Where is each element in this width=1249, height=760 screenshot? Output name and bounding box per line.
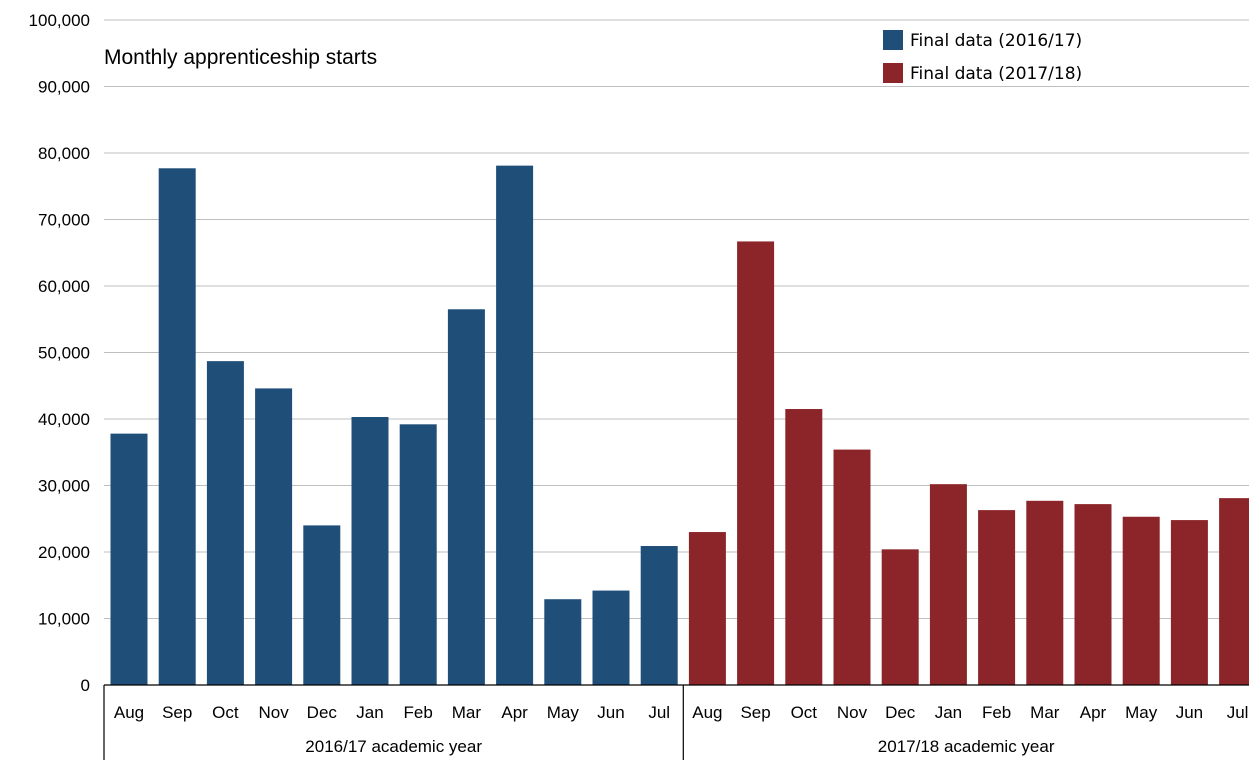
y-tick-label: 100,000	[29, 11, 90, 30]
bar	[1219, 498, 1249, 685]
x-group-label: 2016/17 academic year	[305, 737, 482, 756]
x-category-label: Feb	[404, 703, 433, 722]
legend-label: Final data (2017/18)	[910, 64, 1082, 84]
bar	[110, 433, 148, 685]
x-category-label: Feb	[982, 703, 1011, 722]
bar	[640, 546, 678, 685]
gridlines	[104, 19, 1249, 619]
x-category-label: Jan	[356, 703, 383, 722]
x-axis-groups: 2016/17 academic year 2017/18 academic ye…	[305, 737, 1055, 756]
x-category-label: Sep	[740, 703, 770, 722]
legend-label: Final data (2016/17)	[910, 31, 1082, 51]
y-tick-label: 60,000	[38, 277, 90, 296]
bar	[785, 409, 823, 685]
x-category-label: Jul	[1227, 703, 1249, 722]
x-axis-categories: Aug Sep Oct Nov Dec Jan Feb Mar Apr May Jun Jul Aug S…	[114, 703, 1249, 722]
bar	[158, 168, 196, 686]
y-tick-label: 0	[81, 676, 90, 695]
x-category-label: Oct	[791, 703, 818, 722]
x-category-label: Jan	[935, 703, 962, 722]
bar	[737, 241, 775, 685]
bar	[496, 165, 534, 685]
bar	[351, 417, 389, 685]
bar	[1074, 504, 1112, 685]
bar	[688, 532, 726, 685]
x-group-label: 2017/18 academic year	[878, 737, 1055, 756]
x-category-label: May	[1125, 703, 1158, 722]
x-category-label: Sep	[162, 703, 192, 722]
bar	[1122, 516, 1160, 685]
chart-title: Monthly apprenticeship starts	[104, 46, 377, 69]
y-tick-label: 90,000	[38, 78, 90, 97]
bar	[544, 599, 582, 685]
bar	[881, 549, 919, 685]
y-tick-label: 70,000	[38, 211, 90, 230]
x-category-label: Aug	[692, 703, 722, 722]
x-category-label: Jun	[597, 703, 624, 722]
x-category-label: Jul	[648, 703, 670, 722]
bar	[833, 449, 871, 685]
y-tick-label: 20,000	[38, 543, 90, 562]
x-category-label: Mar	[1030, 703, 1060, 722]
x-axis	[103, 684, 1249, 760]
x-category-label: Mar	[452, 703, 482, 722]
y-axis-ticks: 0 10,000 20,000 30,000 40,000 50,000 60,000 70,…	[29, 11, 90, 695]
legend: Final data (2016/17) Final data (2017/18)	[883, 30, 1082, 84]
x-category-label: May	[547, 703, 580, 722]
x-category-label: Dec	[307, 703, 338, 722]
x-category-label: Apr	[501, 703, 528, 722]
bar	[447, 309, 485, 685]
legend-swatch	[883, 30, 903, 50]
bar	[255, 388, 293, 685]
bar	[978, 510, 1016, 685]
y-tick-label: 10,000	[38, 610, 90, 629]
x-category-label: Dec	[885, 703, 916, 722]
y-tick-label: 40,000	[38, 410, 90, 429]
y-tick-label: 80,000	[38, 144, 90, 163]
bar	[592, 590, 630, 685]
x-category-label: Aug	[114, 703, 144, 722]
x-category-label: Nov	[837, 703, 868, 722]
bar	[929, 484, 967, 685]
bar	[206, 361, 244, 685]
bar	[1170, 520, 1208, 685]
bar	[1026, 500, 1064, 685]
x-category-label: Jun	[1176, 703, 1203, 722]
y-tick-label: 50,000	[38, 344, 90, 363]
legend-swatch	[883, 63, 903, 83]
x-category-label: Oct	[212, 703, 239, 722]
bar	[303, 525, 341, 685]
x-category-label: Apr	[1080, 703, 1107, 722]
y-tick-label: 30,000	[38, 477, 90, 496]
x-category-label: Nov	[258, 703, 289, 722]
bar	[399, 424, 437, 685]
bars	[110, 165, 1249, 686]
